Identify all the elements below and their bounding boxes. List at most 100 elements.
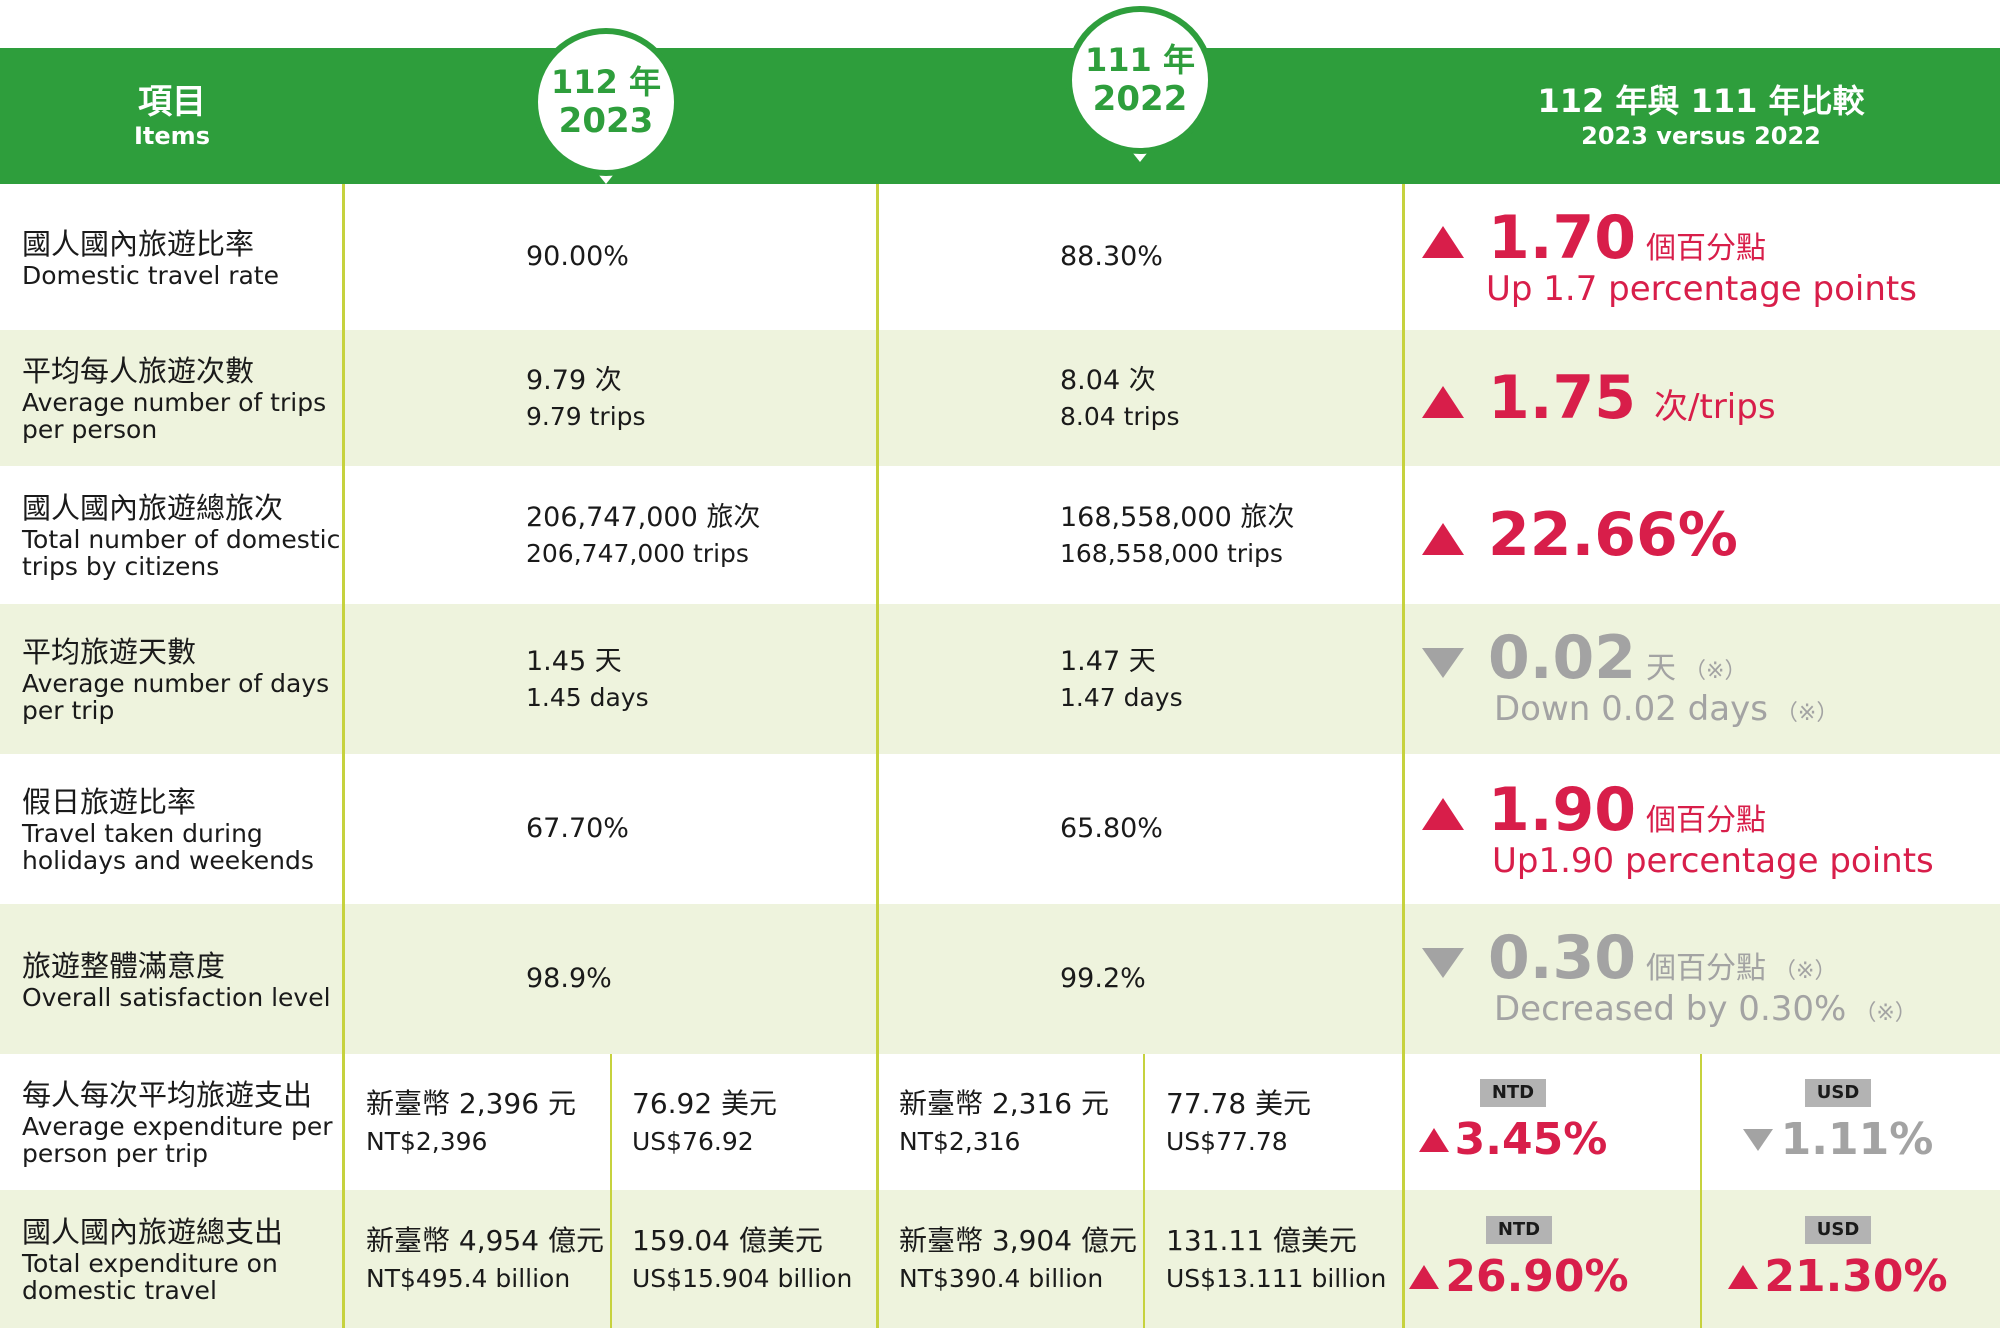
column-divider <box>876 184 879 1328</box>
value-2023: 9.79 次 9.79 trips <box>526 330 876 466</box>
subcolumn-divider <box>1143 1054 1145 1328</box>
item-label: 國人國內旅遊總支出 Total expenditure on domestic … <box>22 1190 344 1328</box>
value-2022-ntd: 新臺幣 2,316 元 NT$2,316 <box>899 1054 1139 1190</box>
value-2023-ntd-en: NT$2,396 <box>366 1127 488 1156</box>
year-2023-roc: 112 年 <box>551 63 661 101</box>
item-label-en-2: trips by citizens <box>22 552 220 581</box>
value-2022-ntd-en: NT$2,316 <box>899 1127 1021 1156</box>
value-2022-en: 168,558,000 trips <box>1060 539 1283 568</box>
value-2022-en: 8.04 trips <box>1060 402 1180 431</box>
change-note: （※） <box>1775 700 1839 726</box>
item-label-zh: 每人每次平均旅遊支出 <box>22 1078 313 1112</box>
value-2022-ntd-zh: 新臺幣 3,904 億元 <box>899 1224 1137 1257</box>
value-2023-usd: 159.04 億美元 US$15.904 billion <box>632 1190 872 1328</box>
value-2023-en: 1.45 days <box>526 683 649 712</box>
change-unit: 個百分點 <box>1646 803 1767 838</box>
item-label-zh: 國人國內旅遊總支出 <box>22 1215 284 1249</box>
year-2022-bubble: 111 年 2022 <box>1066 6 1214 154</box>
decrease-icon <box>1422 947 1464 978</box>
usd-change: USD 21.30% <box>1700 1190 1976 1328</box>
increase-icon <box>1422 386 1464 418</box>
item-label-en: Total number of domestic <box>22 525 341 554</box>
value-2022-text: 99.2% <box>1060 963 1146 994</box>
item-label-zh: 旅遊整體滿意度 <box>22 948 226 983</box>
comparison: 1.75 次/trips <box>1422 330 1992 466</box>
usd-change-value: 21.30% <box>1764 1251 1948 1302</box>
value-2022-usd: 77.78 美元 US$77.78 <box>1166 1054 1406 1190</box>
table-row: 假日旅遊比率 Travel taken during holidays and … <box>0 754 2000 904</box>
change-value: 1.75 <box>1488 363 1637 433</box>
value-2023: 206,747,000 旅次 206,747,000 trips <box>526 466 876 604</box>
change-value: 0.30 <box>1488 922 1637 993</box>
value-2023-en: 206,747,000 trips <box>526 539 749 568</box>
item-label-zh: 國人國內旅遊比率 <box>22 226 255 261</box>
value-2023-zh: 206,747,000 旅次 <box>526 502 761 533</box>
header-compare: 112 年與 111 年比較 2023 versus 2022 <box>1402 48 2000 184</box>
value-2023-ntd: 新臺幣 2,396 元 NT$2,396 <box>366 1054 606 1190</box>
comparison: 1.90 個百分點 Up1.90 percentage points <box>1422 754 1992 904</box>
value-2022-usd-en: US$77.78 <box>1166 1127 1288 1156</box>
value-2023-usd-zh: 76.92 美元 <box>632 1087 778 1120</box>
item-label-en: Domestic travel rate <box>22 260 279 290</box>
usd-change-value: 1.11% <box>1780 1114 1934 1165</box>
value-2022-text: 88.30% <box>1060 241 1163 272</box>
year-2022-roc: 111 年 <box>1085 41 1195 79</box>
value-2023: 1.45 天 1.45 days <box>526 604 876 754</box>
value-2022: 8.04 次 8.04 trips <box>1060 330 1400 466</box>
value-2023-ntd-zh: 新臺幣 4,954 億元 <box>366 1224 604 1257</box>
value-2022-zh: 8.04 次 <box>1060 365 1156 396</box>
header-items-en: Items <box>134 122 210 150</box>
item-label-zh: 假日旅遊比率 <box>22 785 197 819</box>
value-2022-ntd: 新臺幣 3,904 億元 NT$390.4 billion <box>899 1190 1139 1328</box>
change-note: （※） <box>1774 958 1837 984</box>
value-2022: 88.30% <box>1060 184 1400 330</box>
value-2023: 90.00% <box>526 184 876 330</box>
usd-tag: USD <box>1804 1216 1872 1244</box>
value-2023-text: 90.00% <box>526 241 629 272</box>
value-2023-usd-en: US$15.904 billion <box>632 1264 853 1293</box>
item-label: 旅遊整體滿意度 Overall satisfaction level <box>22 904 344 1054</box>
change-value: 22.66% <box>1488 500 1738 570</box>
item-label-en-2: person per trip <box>22 1139 209 1168</box>
subcolumn-divider <box>1700 1054 1702 1328</box>
item-label-en-2: per trip <box>22 696 115 725</box>
value-2022-text: 65.80% <box>1060 813 1163 844</box>
comparison: 0.30 個百分點 （※） Decreased by 0.30% （※） <box>1422 904 1992 1054</box>
value-2022-usd-zh: 131.11 億美元 <box>1166 1224 1357 1257</box>
value-2023-usd: 76.92 美元 US$76.92 <box>632 1054 872 1190</box>
item-label-en: Total expenditure on <box>22 1249 278 1278</box>
subcolumn-divider <box>610 1054 612 1328</box>
usd-change: USD 1.11% <box>1700 1054 1976 1190</box>
change-unit: 個百分點 <box>1646 231 1767 266</box>
value-2022: 65.80% <box>1060 754 1400 904</box>
year-2023-bubble: 112 年 2023 <box>532 28 680 176</box>
value-2023-text: 98.9% <box>526 963 612 994</box>
table-header <box>0 48 2000 184</box>
column-divider <box>1402 184 1405 1328</box>
change-note: （※） <box>1854 1000 1917 1026</box>
item-label-en: Overall satisfaction level <box>22 982 331 1012</box>
header-compare-zh: 112 年與 111 年比較 <box>1537 82 1865 120</box>
ntd-tag: NTD <box>1479 1079 1547 1107</box>
decrease-icon <box>1422 647 1464 678</box>
change-value: 0.02 <box>1488 622 1637 693</box>
increase-icon <box>1418 1128 1449 1152</box>
decrease-icon <box>1742 1129 1773 1151</box>
item-label-zh: 平均旅遊天數 <box>22 635 197 669</box>
item-label: 平均每人旅遊次數 Average number of trips per per… <box>22 330 344 466</box>
change-note: （※） <box>1684 658 1747 684</box>
item-label-en: Average number of days <box>22 669 330 698</box>
table-row: 平均每人旅遊次數 Average number of trips per per… <box>0 330 2000 466</box>
increase-icon <box>1422 226 1464 258</box>
comparison: 22.66% <box>1422 466 1992 604</box>
item-label: 假日旅遊比率 Travel taken during holidays and … <box>22 754 344 904</box>
change-unit: 個百分點 <box>1646 950 1767 986</box>
column-divider <box>342 184 345 1328</box>
value-2022-ntd-en: NT$390.4 billion <box>899 1264 1104 1293</box>
table-row: 每人每次平均旅遊支出 Average expenditure per perso… <box>0 1054 2000 1190</box>
value-2023-zh: 1.45 天 <box>526 646 622 677</box>
change-value: 1.70 <box>1488 203 1637 273</box>
change-description: Down 0.02 days <box>1494 688 1768 729</box>
item-label-zh: 平均每人旅遊次數 <box>22 354 255 388</box>
increase-icon <box>1728 1265 1759 1289</box>
